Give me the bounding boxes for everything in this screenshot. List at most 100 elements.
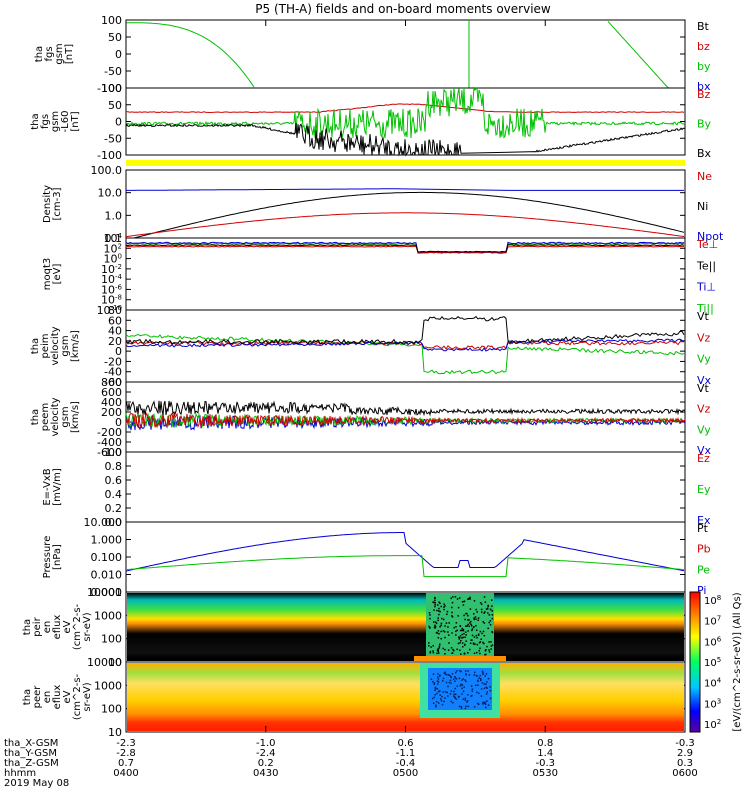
legend-item: bz [697,40,710,53]
y-axis-label: peim [40,333,51,358]
footer-value: 0.3 [677,758,693,769]
y-axis-label: en [42,621,53,634]
legend-item: Vt [697,310,710,323]
panel-frame [125,169,686,239]
footer-value: 0430 [253,768,278,779]
legend-item: Te|| [696,259,716,272]
y-axis-label: eflux [52,615,63,640]
legend-item: Ex [697,514,711,527]
legend-item: Ti⊥ [696,281,716,294]
colorbar-tick-label: 108 [704,594,721,607]
footer-value: 0400 [113,768,138,779]
y-axis-label: sr-eV) [82,612,93,641]
footer-row-label: tha_Y-GSM [4,748,57,759]
series-Bz [126,103,685,114]
y-axis-label: velocity [50,326,61,365]
y-tick-label: -40 [104,366,122,379]
y-tick-label: 0.2 [105,502,123,515]
footer-row-label: hhmm [4,768,36,779]
colorbar-tick-label: 107 [704,615,721,628]
y-axis-label: -L60 [60,111,71,133]
series-Vx [125,413,686,431]
y-tick-label: 0.100 [91,551,123,564]
footer-value: 0.6 [398,738,414,749]
footer-value: -0.3 [675,738,695,749]
y-tick-label: 10000 [87,586,122,599]
y-axis-label: eflux [52,685,63,710]
y-axis-label: tha [22,619,33,635]
colorbar-tick-label: 104 [704,677,722,690]
y-tick-label: 600 [101,386,122,399]
y-axis-label: moqt3 [42,258,53,291]
legend-item: Vx [697,374,712,387]
y-tick-label: 1000 [94,609,122,622]
y-axis-label: [eV] [52,264,63,285]
y-tick-label: 100 [101,82,122,95]
y-tick-label: 10000 [87,656,122,669]
y-axis-label: Pressure [42,536,53,579]
y-tick-label: -60 [104,376,122,389]
y-tick-label: 10.000 [84,516,123,529]
y-tick-label: 1.0 [105,446,123,459]
colorbar-tick-label: 102 [704,718,721,731]
series-by [607,21,684,89]
footer-row-label: tha_X-GSM [4,738,58,749]
y-tick-label: -50 [104,65,122,78]
legend-item: Pe [697,563,710,576]
footer-value: 0.2 [258,758,274,769]
y-tick-label: 0.6 [105,474,123,487]
figure-title: P5 (TH-A) fields and on-board moments ov… [255,2,551,16]
footer-value: 0530 [533,768,558,779]
y-tick-label: 10 [108,656,122,669]
legend-item: Vz [697,403,711,416]
panel-frame [125,451,686,523]
y-tick-label: 0.4 [105,488,123,501]
y-axis-label: [km/s] [70,401,81,433]
y-tick-label: -600 [97,446,122,459]
legend-item: Bz [697,88,711,101]
series-Ti-perp [125,241,685,254]
footer-value: -1.1 [396,748,416,759]
y-axis-label: [km/s] [70,330,81,362]
series-Bx [125,123,686,157]
panel-frame [125,19,686,89]
y-axis-label: (cm^2-s- [72,673,83,720]
series-Ni [126,191,685,239]
y-axis-label: gsm [54,43,65,64]
series-Vy [125,412,686,429]
footer-value: -2.4 [256,748,276,759]
legend-item: Ti|| [696,302,714,315]
y-axis-label: fgs [44,46,55,61]
panel-frame [125,237,686,311]
panel-frame [125,521,686,593]
y-axis-label: peem [40,403,51,431]
y-tick-label: 200 [101,406,122,419]
panel-3: 100.0 10.0 1.0 0.1 Density [cm-3] Ne Ni Npot [42,164,724,245]
footer-value: 0.8 [537,738,553,749]
y-tick-label: 1.0 [105,209,123,222]
y-tick-label: 20 [108,335,122,348]
colorbar: 108 107 106 105 104 103 102 [eV/(cm^2-s-sr-eV)]… [689,591,743,733]
y-axis-label: tha [30,338,41,354]
y-axis-label: tha [30,409,41,425]
y-axis-label: [mV/m] [52,468,63,506]
y-axis-label: sr-eV) [82,682,93,711]
series-By [125,86,686,139]
y-tick-label: 0.8 [105,460,123,473]
legend-item: Ne [697,170,712,183]
y-axis-label: fgs [40,114,51,129]
legend-item: Vy [697,353,711,366]
y-tick-label: 400 [101,396,122,409]
y-tick-label: -50 [104,132,122,145]
panel-7: 1.00.80.60.40.20.0 E=-VxB [mV/m] Ez Ey Ex [42,446,711,529]
series-Pi [125,532,685,572]
y-tick-label: 0 [115,116,122,129]
panel-8: 10.000 1.000 0.100 0.010 0.001 Pressure [nPa] P… [42,516,711,599]
y-tick-label: 80 [108,304,122,317]
legend-item: Bt [697,20,710,33]
series-by [126,22,255,88]
series-Ti-par [126,242,685,254]
y-tick-label: -100 [97,149,122,162]
